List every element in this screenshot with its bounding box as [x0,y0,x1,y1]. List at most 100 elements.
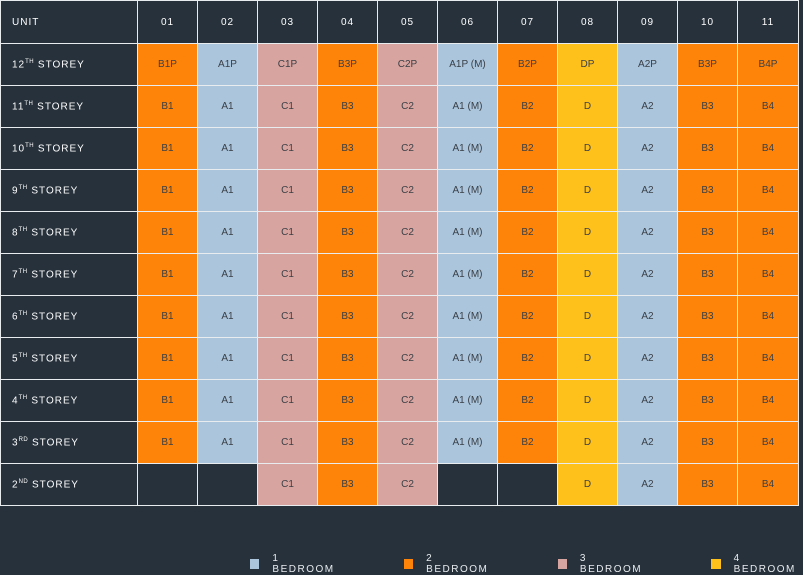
unit-type-cell: A2 [617,85,678,128]
storey-number: 12 [12,59,26,71]
unit-type-cell: A2 [617,379,678,422]
storey-suffix: ND [18,478,29,485]
storey-suffix: TH [18,268,28,275]
unit-header-cell: 05 [377,0,438,44]
storey-number: 7 [12,269,19,281]
unit-type-cell: A1 (M) [437,253,498,296]
unit-type-cell: B4 [737,295,799,338]
unit-type-cell: A2P [617,43,678,86]
legend-item: 1 BEDROOM [250,553,342,575]
unit-type-cell: C1 [257,379,318,422]
storey-suffix: TH [25,58,35,65]
header-row: UNIT 01 02 03 04 05 06 07 08 09 10 11 [0,0,799,44]
storey-number: 4 [12,395,19,407]
unit-type-cell: B2 [497,295,558,338]
unit-type-cell: B2 [497,85,558,128]
legend-swatch [250,559,260,569]
unit-header-cell: 08 [557,0,618,44]
storey-word: STOREY [27,311,79,323]
unit-type-cell: C2 [377,253,438,296]
storey-row: 10TH STOREY B1 A1 C1 B3 C2 A1 (M) B2 D A2 B3 B4 [0,127,799,170]
unit-type-cell: B3 [677,379,738,422]
storey-label: 8TH STOREY [0,211,138,254]
storey-word: STOREY [27,185,79,197]
empty-cell [197,463,258,506]
storey-label: 6TH STOREY [0,295,138,338]
unit-type-cell: C2 [377,421,438,464]
unit-type-cell: B3 [677,253,738,296]
unit-type-cell: A1 [197,253,258,296]
unit-type-cell: C2 [377,379,438,422]
storey-word: STOREY [33,101,85,113]
storey-number: 6 [12,311,19,323]
storey-label: 9TH STOREY [0,169,138,212]
unit-header: UNIT [0,0,138,44]
legend-label: 1 BEDROOM [272,553,335,575]
unit-type-cell: B3 [317,463,378,506]
legend-item: 4 BEDROOM [711,553,803,575]
unit-type-cell: B3 [677,85,738,128]
unit-type-cell: B1 [137,379,198,422]
unit-header-cell: 09 [617,0,678,44]
unit-type-cell: D [557,211,618,254]
unit-type-cell: C1 [257,337,318,380]
legend-item: 2 BEDROOM [403,553,496,575]
storey-suffix: TH [18,394,28,401]
unit-type-cell: A1 (M) [437,295,498,338]
unit-type-cell: C2 [377,169,438,212]
unit-type-cell: B2 [497,421,558,464]
unit-type-cell: A2 [617,169,678,212]
unit-type-cell: B3 [317,421,378,464]
empty-cell [137,463,198,506]
legend-swatch [557,559,567,569]
storey-label: 10TH STOREY [0,127,138,170]
unit-type-cell: C1 [257,253,318,296]
storey-word: STOREY [28,479,79,491]
storey-row: 4TH STOREY B1 A1 C1 B3 C2 A1 (M) B2 D A2 B3 B4 [0,379,799,422]
storey-word: STOREY [27,353,79,365]
unit-type-cell: B3 [317,127,378,170]
legend-swatch [403,559,414,569]
unit-type-cell: B1P [137,43,198,86]
unit-type-cell: B3 [677,295,738,338]
unit-type-cell: B4 [737,85,799,128]
unit-type-cell: A1 (M) [437,169,498,212]
unit-type-cell: B3 [317,337,378,380]
unit-type-cell: B2 [497,337,558,380]
unit-type-cell: A2 [617,127,678,170]
unit-type-cell: B1 [137,253,198,296]
unit-type-cell: B3 [677,463,738,506]
unit-table: UNIT 01 02 03 04 05 06 07 08 09 10 11 12… [0,0,799,506]
unit-type-cell: B2 [497,211,558,254]
unit-type-cell: A2 [617,211,678,254]
unit-type-cell: A1 (M) [437,127,498,170]
storey-row: 2ND STOREY C1 B3 C2 D A2 B3 B4 [0,463,799,506]
storey-row: 6TH STOREY B1 A1 C1 B3 C2 A1 (M) B2 D A2 B3 B4 [0,295,799,338]
unit-type-cell: A1 [197,169,258,212]
unit-type-cell: B4 [737,421,799,464]
unit-type-cell: C1 [257,169,318,212]
unit-type-cell: B4 [737,379,799,422]
unit-type-cell: A1 [197,211,258,254]
unit-type-cell: A2 [617,337,678,380]
unit-type-cell: B1 [137,169,198,212]
unit-type-cell: C2 [377,85,438,128]
storey-number: 3 [12,437,19,449]
storey-row: 5TH STOREY B1 A1 C1 B3 C2 A1 (M) B2 D A2 B3 B4 [0,337,799,380]
legend-label: 3 BEDROOM [579,553,643,575]
storey-row: 11TH STOREY B1 A1 C1 B3 C2 A1 (M) B2 D A2 B3 B4 [0,85,799,128]
storey-number: 11 [12,101,25,113]
storey-row: 9TH STOREY B1 A1 C1 B3 C2 A1 (M) B2 D A2 B3 B4 [0,169,799,212]
unit-type-cell: B2 [497,169,558,212]
unit-type-cell: C1 [257,85,318,128]
unit-type-cell: D [557,337,618,380]
storey-row: 12TH STOREY B1P A1P C1P B3P C2P A1P (M) B2P DP A2… [0,43,799,86]
unit-type-cell: DP [557,43,618,86]
unit-type-cell: C1 [257,463,318,506]
unit-type-cell: C1 [257,295,318,338]
unit-type-cell: A2 [617,295,678,338]
storey-row: 8TH STOREY B1 A1 C1 B3 C2 A1 (M) B2 D A2 B3 B4 [0,211,799,254]
unit-type-cell: B1 [137,337,198,380]
unit-type-cell: B1 [137,295,198,338]
unit-type-cell: C1 [257,127,318,170]
